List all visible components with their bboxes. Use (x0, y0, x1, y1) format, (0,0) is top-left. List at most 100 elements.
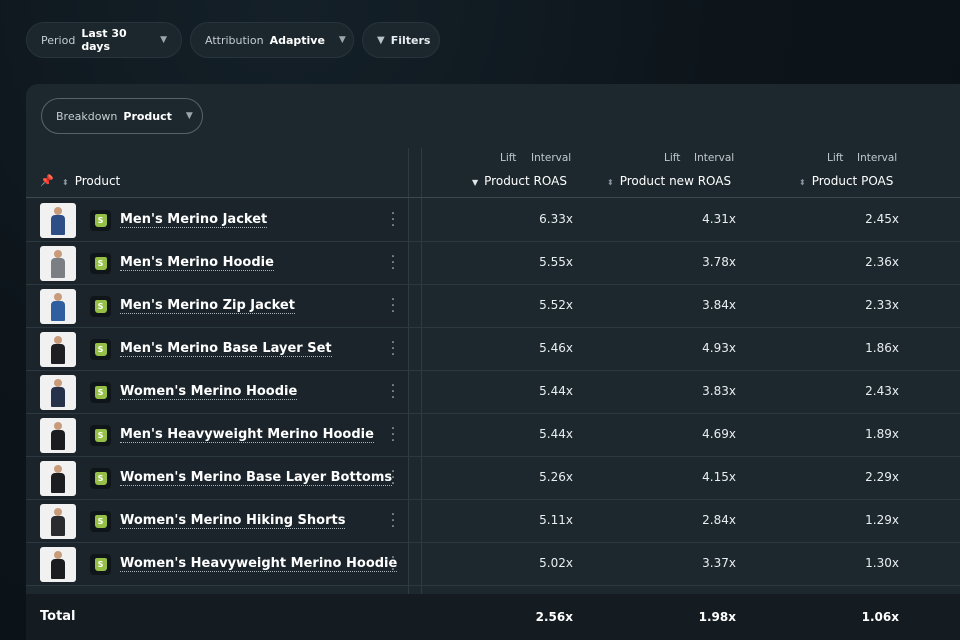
more-options-icon[interactable]: · · · (390, 421, 396, 449)
product-roas-value: 5.55x (539, 255, 573, 269)
more-options-icon[interactable]: · · · (390, 249, 396, 277)
product-new-roas-value: 2.84x (702, 513, 736, 527)
sort-icon: ⬍ (607, 178, 614, 187)
shopify-icon: S (90, 382, 111, 403)
product-thumbnail (40, 332, 76, 367)
product-cell: S Women's Merino Base Layer Bottoms · · · (26, 457, 408, 499)
attribution-filter[interactable]: Attribution Adaptive ▼ (190, 22, 354, 58)
breakdown-select[interactable]: Breakdown Product ▼ (41, 98, 203, 134)
product-roas-value: 5.02x (539, 556, 573, 570)
column-header-product-roas[interactable]: ▼ Product ROAS (472, 174, 567, 188)
shopify-icon: S (90, 425, 111, 446)
more-options-icon[interactable]: · · · (390, 550, 396, 578)
filters-button[interactable]: ▼ Filters (362, 22, 440, 58)
table-row[interactable]: S Women's Merino Hoodie · · · 5.44x 3.83x … (26, 371, 960, 414)
product-figure (51, 344, 65, 364)
product-poas-value: 2.43x (865, 384, 899, 398)
total-label: Total (40, 609, 76, 624)
product-cell: S Men's Merino Hoodie · · · (26, 242, 408, 284)
product-name-link[interactable]: Women's Merino Hiking Shorts (120, 513, 346, 529)
more-options-icon[interactable]: · · · (390, 292, 396, 320)
more-options-icon[interactable]: · · · (390, 464, 396, 492)
period-value: Last 30 days (81, 27, 127, 53)
product-poas-value: 2.45x (865, 212, 899, 226)
total-row: Total 2.56x 1.98x 1.06x (26, 594, 960, 640)
attribution-value: Adaptive (269, 33, 325, 47)
table-row[interactable]: S Men's Heavyweight Merino Hoodie · · · 5.… (26, 414, 960, 457)
new-roas-lift-toggle[interactable]: Lift (664, 152, 681, 164)
product-poas-value: 1.86x (865, 341, 899, 355)
table-row[interactable]: S Men's Merino Jacket · · · 6.33x 4.31x 2.… (26, 199, 960, 242)
poas-lift-toggle[interactable]: Lift (827, 152, 844, 164)
table-row[interactable]: S Men's Merino Zip Jacket · · · 5.52x 3.84… (26, 285, 960, 328)
shopify-icon: S (90, 511, 111, 532)
table-row[interactable]: S Men's Merino Hoodie · · · 5.55x 3.78x 2.… (26, 242, 960, 285)
product-name-link[interactable]: Women's Heavyweight Merino Hoodie (120, 556, 398, 572)
shopify-icon: S (90, 253, 111, 274)
product-thumbnail (40, 547, 76, 582)
product-name-link[interactable]: Men's Merino Hoodie (120, 255, 274, 271)
product-thumbnail (40, 375, 76, 410)
period-label: Period (41, 33, 76, 47)
total-new-roas: 1.98x (698, 610, 736, 624)
product-new-roas-value: 3.83x (702, 384, 736, 398)
product-name-link[interactable]: Men's Merino Base Layer Set (120, 341, 332, 357)
breakdown-label: Breakdown (56, 109, 118, 123)
chevron-down-icon: ▼ (185, 111, 193, 121)
table-row[interactable]: S Women's Merino Hiking Shorts · · · 5.11x… (26, 500, 960, 543)
column-header-product[interactable]: ⬍ Product (62, 174, 121, 188)
attribution-label: Attribution (205, 33, 264, 47)
sort-desc-icon: ▼ (472, 178, 479, 187)
table-panel: Breakdown Product ▼ 📌 ⬍ Product Lift Inte… (26, 84, 960, 640)
product-new-roas-value: 4.31x (702, 212, 736, 226)
product-figure (51, 516, 65, 536)
more-options-icon[interactable]: · · · (390, 378, 396, 406)
product-new-roas-value: 3.84x (702, 298, 736, 312)
product-figure (51, 559, 65, 579)
column-header-product-new-roas[interactable]: ⬍ Product new ROAS (607, 174, 732, 188)
chevron-down-icon: ▼ (160, 35, 167, 45)
product-name-link[interactable]: Men's Heavyweight Merino Hoodie (120, 427, 374, 443)
roas-interval-toggle[interactable]: Interval (531, 152, 572, 164)
product-poas-value: 1.30x (865, 556, 899, 570)
product-thumbnail (40, 289, 76, 324)
column-header-product-poas[interactable]: ⬍ Product POAS (799, 174, 894, 188)
more-options-icon[interactable]: · · · (390, 507, 396, 535)
product-roas-value: 5.52x (539, 298, 573, 312)
period-filter[interactable]: Period Last 30 days ▼ (26, 22, 182, 58)
product-thumbnail (40, 246, 76, 281)
shopify-icon: S (90, 554, 111, 575)
more-options-icon[interactable]: · · · (390, 206, 396, 234)
product-cell: S Men's Heavyweight Merino Hoodie · · · (26, 414, 408, 456)
product-roas-value: 5.46x (539, 341, 573, 355)
product-roas-value: 5.26x (539, 470, 573, 484)
product-name-link[interactable]: Women's Merino Hoodie (120, 384, 298, 400)
product-thumbnail (40, 418, 76, 453)
roas-lift-toggle[interactable]: Lift (500, 152, 517, 164)
product-figure (51, 258, 65, 278)
poas-interval-toggle[interactable]: Interval (857, 152, 898, 164)
pin-icon[interactable]: 📌 (40, 174, 54, 187)
product-name-link[interactable]: Men's Merino Jacket (120, 212, 268, 228)
column-divider (421, 148, 422, 640)
product-figure (51, 473, 65, 493)
breakdown-value: Product (123, 109, 172, 123)
product-name-link[interactable]: Women's Merino Base Layer Bottoms (120, 470, 393, 486)
shopify-icon: S (90, 339, 111, 360)
product-poas-value: 2.29x (865, 470, 899, 484)
product-roas-value: 5.11x (539, 513, 573, 527)
product-cell: S Men's Merino Jacket · · · (26, 199, 408, 241)
table-row[interactable]: S Women's Merino Base Layer Bottoms · · · … (26, 457, 960, 500)
new-roas-interval-toggle[interactable]: Interval (694, 152, 735, 164)
product-new-roas-value: 3.78x (702, 255, 736, 269)
table-row[interactable]: S Men's Merino Base Layer Set · · · 5.46x … (26, 328, 960, 371)
product-thumbnail (40, 461, 76, 496)
product-name-link[interactable]: Men's Merino Zip Jacket (120, 298, 295, 314)
column-divider (408, 148, 409, 640)
product-cell: S Men's Merino Base Layer Set · · · (26, 328, 408, 370)
table-row[interactable]: S Women's Heavyweight Merino Hoodie · · · … (26, 543, 960, 586)
more-options-icon[interactable]: · · · (390, 335, 396, 363)
product-poas-value: 2.36x (865, 255, 899, 269)
total-poas: 1.06x (861, 610, 899, 624)
product-new-roas-value: 4.93x (702, 341, 736, 355)
